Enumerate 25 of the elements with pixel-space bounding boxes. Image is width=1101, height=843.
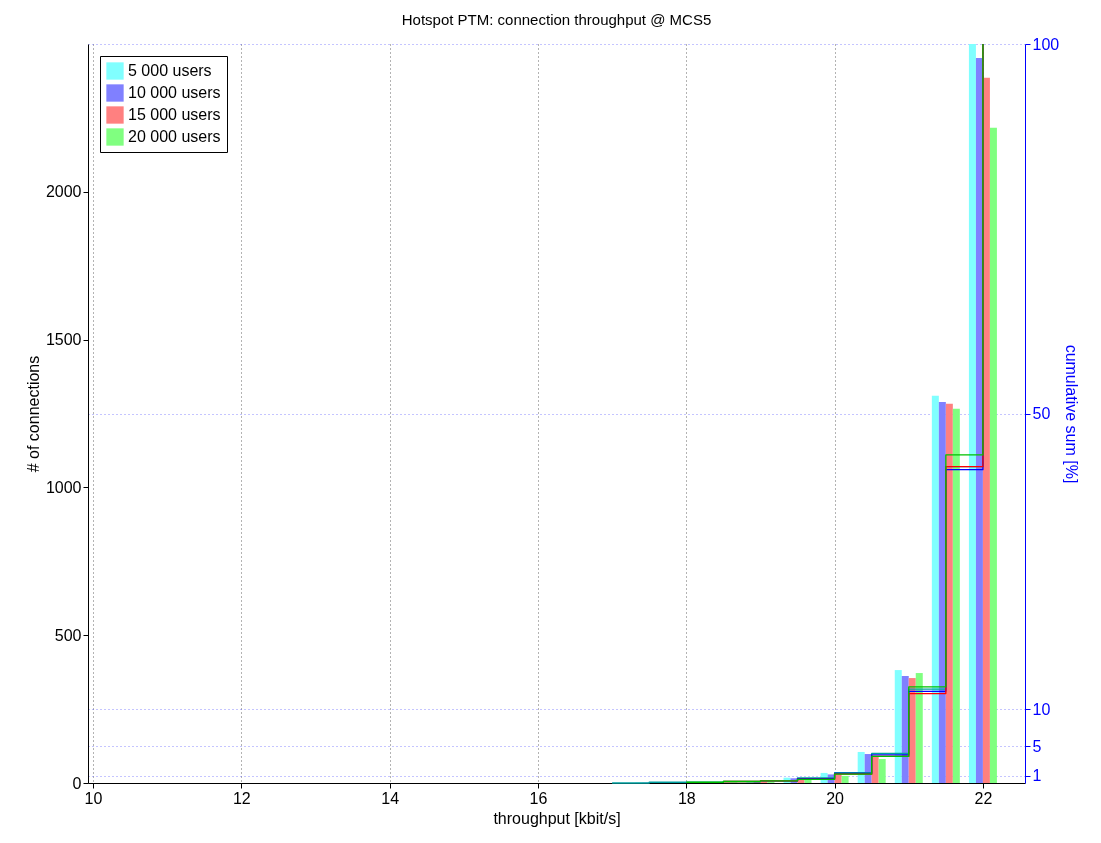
y-axis-title: # of connections <box>24 355 42 473</box>
y2-tick-label: 100 <box>1032 35 1060 53</box>
legend-label: 5 000 users <box>128 62 212 79</box>
legend-label: 10 000 users <box>128 84 221 101</box>
x-tick-label: 16 <box>529 789 548 807</box>
legend-label: 20 000 users <box>128 128 221 145</box>
y2-axis-title: cumulative sum [%] <box>1063 344 1081 484</box>
x-tick-label: 20 <box>826 789 845 807</box>
x-tick-label: 18 <box>677 789 696 807</box>
legend-label: 15 000 users <box>128 106 221 123</box>
chart-title: Hotspot PTM: connection throughput @ MCS5 <box>401 11 712 28</box>
y2-tick-label: 10 <box>1032 700 1051 718</box>
y-tick-label: 1500 <box>45 331 82 349</box>
x-tick-label: 22 <box>974 789 993 807</box>
y2-tick-label: 50 <box>1032 405 1051 422</box>
y-tick-label: 500 <box>54 626 82 644</box>
y2-tick-label: 5 <box>1032 737 1042 755</box>
y-tick-label: 0 <box>72 774 82 792</box>
y-tick-label: 2000 <box>45 183 82 201</box>
y2-tick-label: 1 <box>1032 767 1042 785</box>
x-tick-label: 14 <box>381 789 400 807</box>
x-tick-label: 10 <box>84 789 103 807</box>
y-tick-label: 1000 <box>45 478 82 496</box>
x-axis-title: throughput [kbit/s] <box>493 809 621 827</box>
x-tick-label: 12 <box>232 789 251 807</box>
